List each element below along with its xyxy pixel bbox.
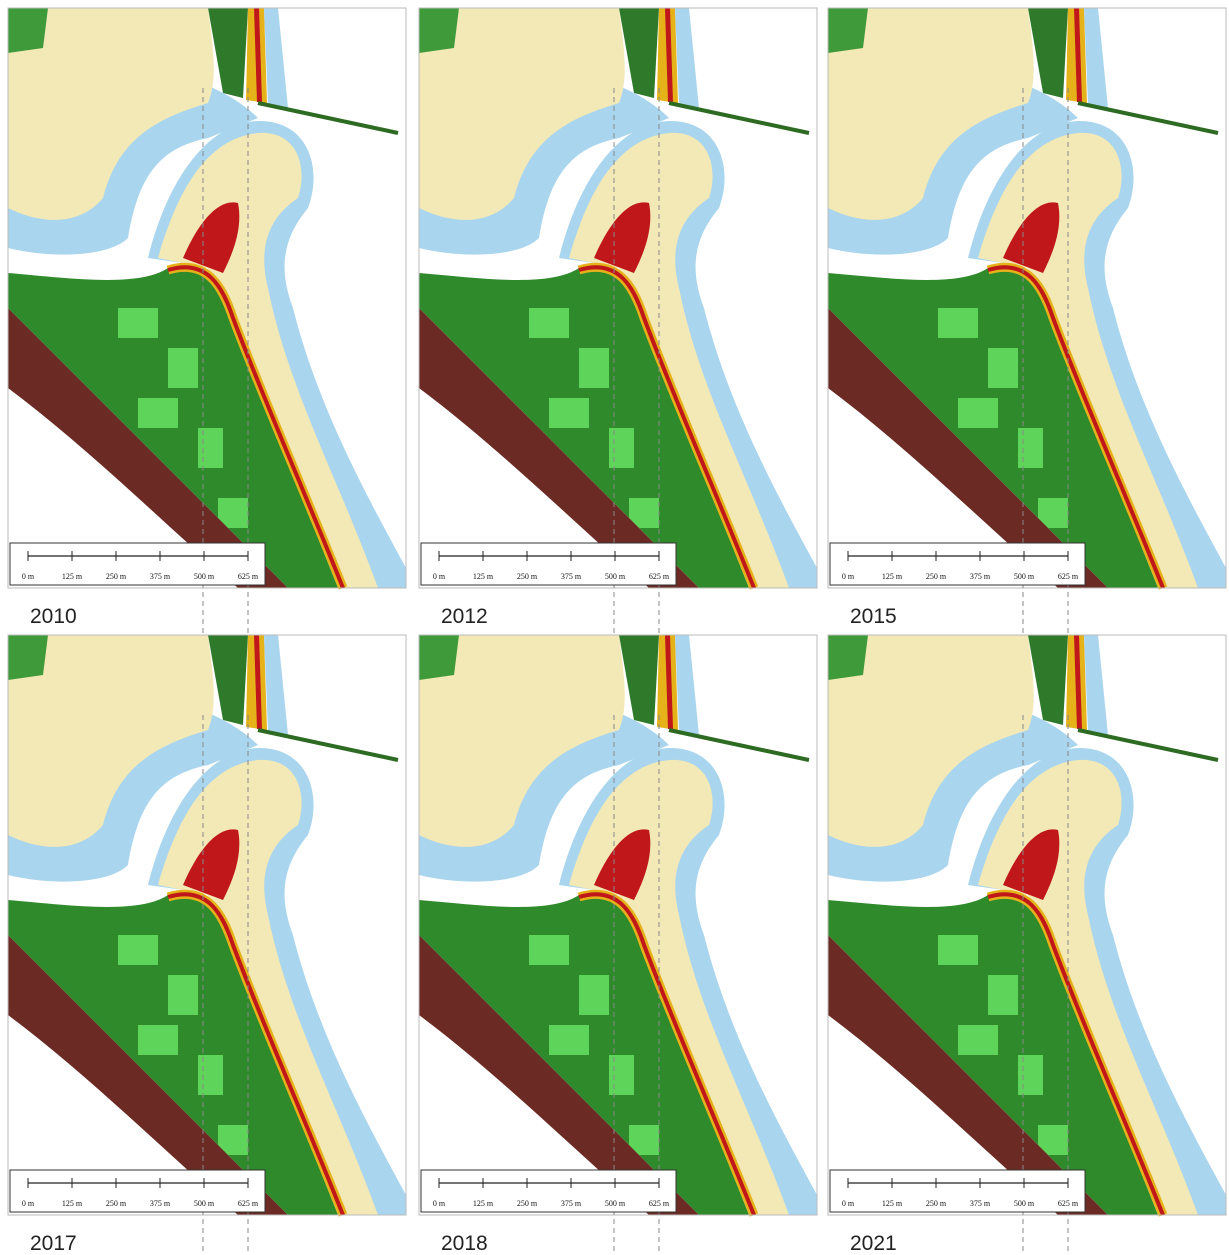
- scale-label: 0 m: [22, 1199, 35, 1208]
- map: [8, 8, 406, 588]
- year-label: 2015: [850, 605, 897, 628]
- scale-label: 0 m: [842, 572, 855, 581]
- scale-label: 500 m: [194, 1199, 215, 1208]
- scale-box: [830, 543, 1085, 585]
- map: [828, 635, 1226, 1215]
- scale-box: [10, 1170, 265, 1212]
- figure: 0 m 125 m 250 m 375 m 500 m 625 m 2010 0 m 125 m…: [0, 0, 1229, 1255]
- year-label: 2021: [850, 1232, 897, 1255]
- map-panel: 0 m 125 m 250 m 375 m 500 m 625 m 2015: [828, 8, 1226, 648]
- scale-label: 125 m: [882, 572, 903, 581]
- scale-label: 375 m: [970, 572, 991, 581]
- scale-label: 250 m: [106, 572, 127, 581]
- scale-label: 625 m: [1058, 1199, 1079, 1208]
- scale-bar: 0 m 125 m 250 m 375 m 500 m 625 m: [10, 543, 265, 585]
- scale-box: [421, 543, 676, 585]
- scale-label: 500 m: [1014, 1199, 1035, 1208]
- scale-label: 625 m: [238, 572, 259, 581]
- scale-label: 375 m: [561, 1199, 582, 1208]
- map: [828, 8, 1226, 588]
- map-panel: 0 m 125 m 250 m 375 m 500 m 625 m 2021: [828, 635, 1226, 1255]
- scale-label: 250 m: [926, 1199, 947, 1208]
- scale-bar: 0 m 125 m 250 m 375 m 500 m 625 m: [421, 1170, 676, 1212]
- scale-label: 125 m: [473, 572, 494, 581]
- scale-label: 500 m: [1014, 572, 1035, 581]
- scale-label: 625 m: [1058, 572, 1079, 581]
- scale-label: 375 m: [561, 572, 582, 581]
- scale-label: 625 m: [649, 572, 670, 581]
- scale-label: 0 m: [22, 572, 35, 581]
- scale-box: [10, 543, 265, 585]
- scale-bar: 0 m 125 m 250 m 375 m 500 m 625 m: [421, 543, 676, 585]
- scale-bar: 0 m 125 m 250 m 375 m 500 m 625 m: [10, 1170, 265, 1212]
- map: [419, 8, 817, 588]
- scale-label: 0 m: [433, 572, 446, 581]
- year-label: 2012: [441, 605, 488, 628]
- scale-label: 250 m: [926, 572, 947, 581]
- scale-box: [830, 1170, 1085, 1212]
- scale-label: 125 m: [473, 1199, 494, 1208]
- map: [8, 635, 406, 1215]
- scale-label: 625 m: [649, 1199, 670, 1208]
- scale-bar: 0 m 125 m 250 m 375 m 500 m 625 m: [830, 1170, 1085, 1212]
- scale-bar: 0 m 125 m 250 m 375 m 500 m 625 m: [830, 543, 1085, 585]
- scale-label: 500 m: [605, 1199, 626, 1208]
- year-label: 2018: [441, 1232, 488, 1255]
- scale-label: 625 m: [238, 1199, 259, 1208]
- map-panel: 0 m 125 m 250 m 375 m 500 m 625 m 2010: [8, 8, 406, 648]
- scale-label: 500 m: [194, 572, 215, 581]
- map: [419, 635, 817, 1215]
- scale-label: 375 m: [150, 572, 171, 581]
- scale-label: 0 m: [433, 1199, 446, 1208]
- scale-label: 0 m: [842, 1199, 855, 1208]
- scale-label: 375 m: [970, 1199, 991, 1208]
- scale-box: [421, 1170, 676, 1212]
- scale-label: 250 m: [106, 1199, 127, 1208]
- year-label: 2017: [30, 1232, 77, 1255]
- scale-label: 250 m: [517, 1199, 538, 1208]
- scale-label: 125 m: [882, 1199, 903, 1208]
- map-panel: 0 m 125 m 250 m 375 m 500 m 625 m 2018: [419, 635, 817, 1255]
- scale-label: 500 m: [605, 572, 626, 581]
- scale-label: 375 m: [150, 1199, 171, 1208]
- map-panel: 0 m 125 m 250 m 375 m 500 m 625 m 2012: [419, 8, 817, 648]
- year-label: 2010: [30, 605, 77, 628]
- scale-label: 125 m: [62, 572, 83, 581]
- scale-label: 250 m: [517, 572, 538, 581]
- scale-label: 125 m: [62, 1199, 83, 1208]
- map-panel: 0 m 125 m 250 m 375 m 500 m 625 m 2017: [8, 635, 406, 1255]
